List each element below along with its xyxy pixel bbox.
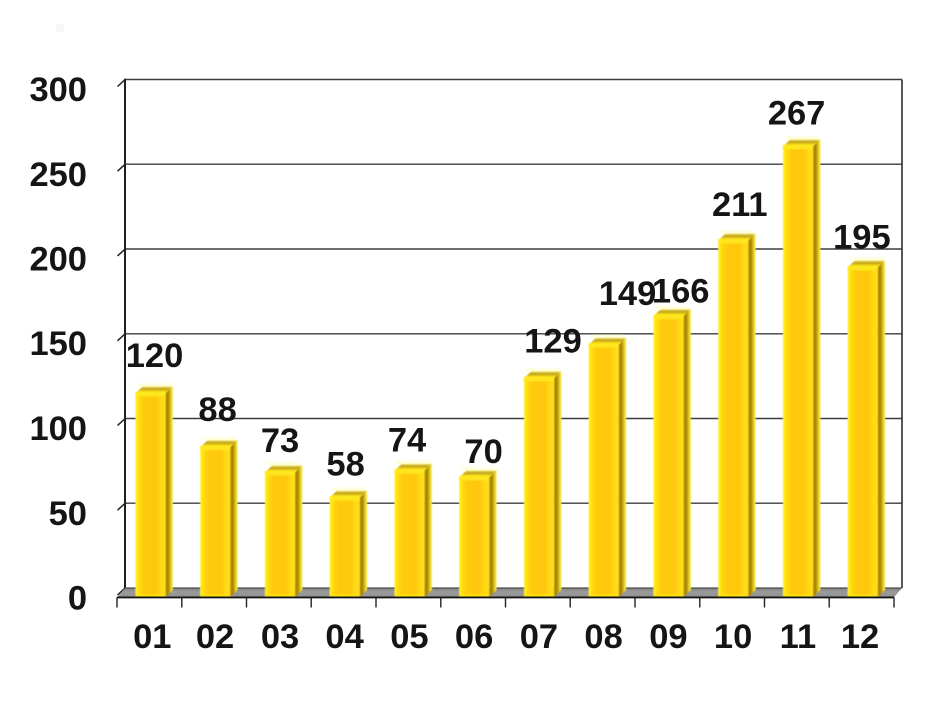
svg-text:267: 267: [768, 95, 826, 133]
svg-text:200: 200: [29, 241, 87, 279]
svg-text:250: 250: [29, 156, 87, 194]
svg-text:58: 58: [326, 446, 364, 484]
svg-text:01: 01: [133, 618, 171, 656]
svg-text:11: 11: [780, 618, 816, 656]
svg-text:70: 70: [464, 433, 502, 471]
svg-text:211: 211: [712, 186, 768, 224]
svg-text:150: 150: [29, 325, 87, 363]
svg-text:02: 02: [196, 618, 234, 656]
svg-text:74: 74: [388, 422, 426, 460]
svg-text:09: 09: [649, 618, 687, 656]
svg-text:08: 08: [584, 618, 622, 656]
svg-text:04: 04: [325, 618, 363, 656]
svg-text:88: 88: [198, 391, 236, 429]
svg-text:120: 120: [126, 337, 184, 375]
svg-text:10: 10: [714, 618, 752, 656]
svg-text:300: 300: [29, 71, 87, 109]
svg-text:166: 166: [652, 273, 710, 311]
svg-text:129: 129: [524, 323, 582, 361]
svg-text:03: 03: [261, 618, 299, 656]
svg-text:50: 50: [49, 495, 87, 533]
svg-text:05: 05: [390, 618, 428, 656]
svg-text:07: 07: [520, 618, 558, 656]
svg-text:12: 12: [841, 618, 879, 656]
svg-text:0: 0: [68, 580, 87, 618]
svg-text:73: 73: [261, 422, 299, 460]
svg-text:06: 06: [455, 618, 493, 656]
svg-text:149: 149: [599, 275, 657, 313]
svg-text:195: 195: [833, 219, 891, 257]
svg-text:100: 100: [29, 410, 87, 448]
